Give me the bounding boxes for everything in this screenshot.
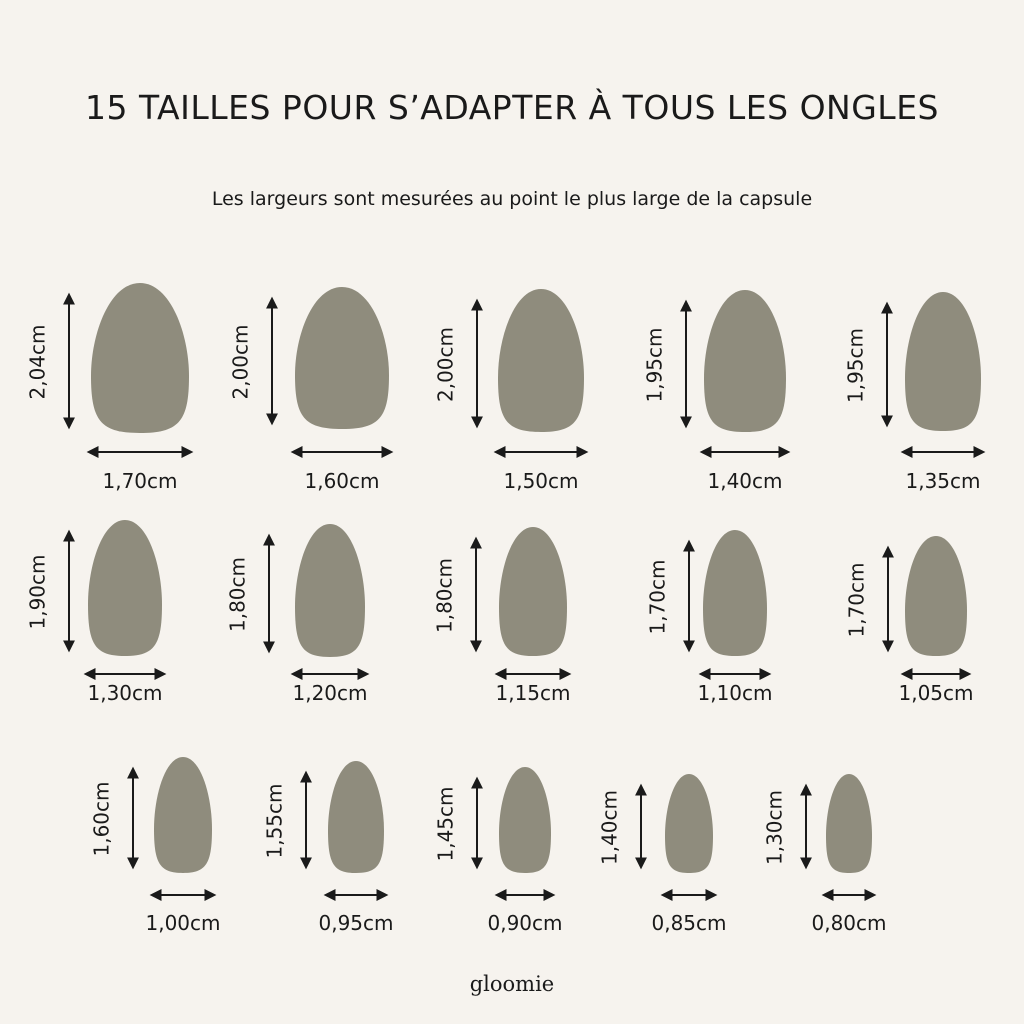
nail-item: 1,80cm 1,20cm [226,524,370,705]
nail-capsule-shape [295,524,365,657]
nail-capsule-shape [328,761,384,873]
height-label: 1,40cm [598,790,622,865]
page-title: 15 TAILLES POUR S’ADAPTER À TOUS LES ONG… [84,88,939,127]
height-label: 1,95cm [643,327,667,402]
height-label: 1,95cm [844,328,868,403]
nail-item: 1,90cm 1,30cm [26,520,167,705]
width-label: 1,00cm [145,911,220,935]
nail-capsule-shape [703,530,767,656]
nail-capsule-shape [498,289,584,432]
nail-item: 1,55cm 0,95cm [263,761,394,935]
width-label: 1,60cm [304,469,379,493]
nail-capsule-shape [499,767,551,873]
nail-capsule-shape [499,527,567,656]
nail-item: 1,60cm 1,00cm [90,757,221,935]
height-label: 1,55cm [263,783,287,858]
width-label: 1,50cm [503,469,578,493]
nail-capsule-shape [91,283,189,433]
height-label: 1,60cm [90,781,114,856]
nail-capsule-shape [154,757,212,873]
width-label: 1,10cm [697,681,772,705]
width-label: 1,20cm [292,681,367,705]
nail-capsule-shape [88,520,162,656]
nail-item: 2,00cm 1,60cm [229,287,394,493]
width-label: 1,70cm [102,469,177,493]
width-label: 0,80cm [811,911,886,935]
width-label: 1,30cm [87,681,162,705]
height-label: 1,70cm [646,559,670,634]
height-label: 2,04cm [26,324,50,399]
nail-capsule-shape [665,774,713,873]
height-label: 1,45cm [434,786,458,861]
height-label: 2,00cm [434,327,458,402]
brand-logo: gloomie [469,972,555,996]
width-label: 1,05cm [898,681,973,705]
height-label: 1,90cm [26,554,50,629]
nail-item: 2,00cm 1,50cm [434,289,589,493]
nail-capsule-shape [295,287,389,429]
nail-capsule-shape [905,536,967,656]
height-label: 1,80cm [226,557,250,632]
nail-item: 1,45cm 0,90cm [434,767,563,935]
nail-item: 1,40cm 0,85cm [598,774,727,935]
height-label: 2,00cm [229,324,253,399]
width-label: 0,85cm [651,911,726,935]
nail-capsule-shape [905,292,981,431]
width-label: 0,90cm [487,911,562,935]
width-label: 1,15cm [495,681,570,705]
nail-item: 1,30cm 0,80cm [763,774,887,935]
nail-item: 1,70cm 1,05cm [845,536,974,705]
nail-item: 1,80cm 1,15cm [433,527,572,705]
nail-item: 1,70cm 1,10cm [646,530,773,705]
height-label: 1,30cm [763,790,787,865]
height-label: 1,80cm [433,558,457,633]
nail-item: 1,95cm 1,40cm [643,290,791,493]
nail-item: 2,04cm 1,70cm [26,283,194,493]
height-label: 1,70cm [845,562,869,637]
width-label: 1,40cm [707,469,782,493]
width-label: 0,95cm [318,911,393,935]
nail-capsule-shape [704,290,786,432]
width-label: 1,35cm [905,469,980,493]
nail-capsule-shape [826,774,872,873]
page-subtitle: Les largeurs sont mesurées au point le p… [211,188,813,210]
nail-item: 1,95cm 1,35cm [844,292,986,493]
